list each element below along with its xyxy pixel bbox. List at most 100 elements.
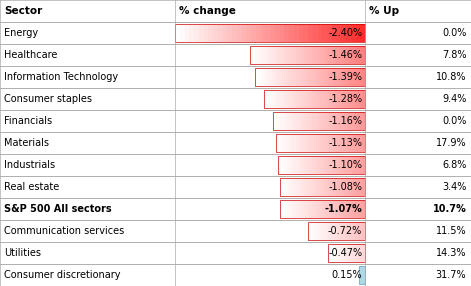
Bar bbox=[278, 156, 281, 174]
Bar bbox=[334, 222, 336, 240]
Bar bbox=[293, 46, 296, 64]
Bar bbox=[321, 222, 323, 240]
Bar bbox=[290, 46, 293, 64]
Bar bbox=[297, 178, 299, 196]
Bar bbox=[327, 46, 331, 64]
Bar bbox=[349, 134, 352, 152]
Bar bbox=[359, 222, 361, 240]
Bar bbox=[319, 90, 323, 108]
Bar bbox=[357, 46, 360, 64]
Bar bbox=[333, 46, 337, 64]
Bar bbox=[295, 200, 298, 218]
Text: -1.13%: -1.13% bbox=[328, 138, 362, 148]
Bar bbox=[331, 244, 332, 262]
Bar bbox=[289, 112, 292, 130]
Text: % Up: % Up bbox=[369, 6, 399, 16]
Bar bbox=[363, 200, 365, 218]
Bar bbox=[307, 90, 310, 108]
Bar bbox=[284, 200, 287, 218]
Bar bbox=[338, 134, 341, 152]
Bar bbox=[321, 200, 323, 218]
Bar bbox=[309, 90, 312, 108]
Bar bbox=[324, 68, 327, 86]
Bar bbox=[322, 156, 324, 174]
Bar bbox=[339, 244, 341, 262]
Bar bbox=[278, 156, 365, 174]
Bar bbox=[272, 68, 275, 86]
Bar bbox=[294, 178, 297, 196]
Bar bbox=[308, 222, 310, 240]
Bar bbox=[289, 134, 292, 152]
Bar bbox=[342, 222, 344, 240]
Bar bbox=[343, 134, 345, 152]
Bar bbox=[180, 24, 185, 42]
Bar bbox=[280, 156, 283, 174]
Bar bbox=[295, 156, 298, 174]
Bar bbox=[324, 222, 325, 240]
Bar bbox=[348, 222, 350, 240]
Bar bbox=[328, 112, 331, 130]
Bar bbox=[298, 134, 300, 152]
Text: % change: % change bbox=[179, 6, 236, 16]
Bar bbox=[340, 222, 341, 240]
Bar bbox=[255, 46, 259, 64]
Text: 0.15%: 0.15% bbox=[332, 270, 362, 280]
Bar bbox=[348, 244, 349, 262]
Bar bbox=[359, 68, 363, 86]
Bar bbox=[354, 244, 355, 262]
Bar bbox=[264, 46, 268, 64]
Bar bbox=[358, 244, 360, 262]
Bar bbox=[342, 200, 344, 218]
Bar bbox=[363, 134, 365, 152]
Bar bbox=[358, 112, 361, 130]
Bar bbox=[345, 222, 347, 240]
Bar bbox=[320, 134, 323, 152]
Bar bbox=[294, 90, 297, 108]
Text: 10.8%: 10.8% bbox=[436, 72, 466, 82]
Bar bbox=[326, 68, 330, 86]
Bar bbox=[355, 200, 357, 218]
Bar bbox=[291, 156, 294, 174]
Bar bbox=[330, 46, 334, 64]
Bar bbox=[306, 200, 309, 218]
Bar bbox=[302, 156, 305, 174]
Bar bbox=[336, 46, 340, 64]
Text: Utilities: Utilities bbox=[4, 248, 41, 258]
Bar bbox=[338, 112, 340, 130]
Text: 17.9%: 17.9% bbox=[436, 138, 466, 148]
Bar bbox=[299, 178, 301, 196]
Bar bbox=[311, 222, 313, 240]
Bar bbox=[283, 156, 285, 174]
Bar bbox=[287, 134, 290, 152]
Bar bbox=[350, 156, 352, 174]
Bar bbox=[351, 222, 353, 240]
Bar bbox=[358, 134, 361, 152]
Text: -1.39%: -1.39% bbox=[328, 72, 362, 82]
Bar bbox=[333, 244, 334, 262]
Bar bbox=[333, 156, 335, 174]
Text: Sector: Sector bbox=[4, 6, 42, 16]
Bar bbox=[299, 46, 302, 64]
Bar bbox=[357, 90, 360, 108]
Bar bbox=[302, 134, 305, 152]
Bar bbox=[349, 244, 350, 262]
Bar bbox=[354, 68, 357, 86]
Bar bbox=[308, 24, 313, 42]
Bar bbox=[329, 134, 332, 152]
Bar bbox=[293, 200, 296, 218]
Bar bbox=[357, 68, 360, 86]
Bar bbox=[285, 68, 289, 86]
Bar bbox=[305, 134, 308, 152]
Bar bbox=[294, 112, 297, 130]
Bar bbox=[292, 112, 294, 130]
Bar bbox=[314, 134, 317, 152]
Bar bbox=[326, 156, 328, 174]
Bar bbox=[359, 266, 365, 284]
Bar bbox=[278, 134, 281, 152]
Bar bbox=[301, 200, 304, 218]
Bar bbox=[288, 68, 291, 86]
Bar bbox=[317, 24, 323, 42]
Bar bbox=[267, 46, 270, 64]
Bar bbox=[283, 112, 285, 130]
Bar bbox=[301, 178, 304, 196]
